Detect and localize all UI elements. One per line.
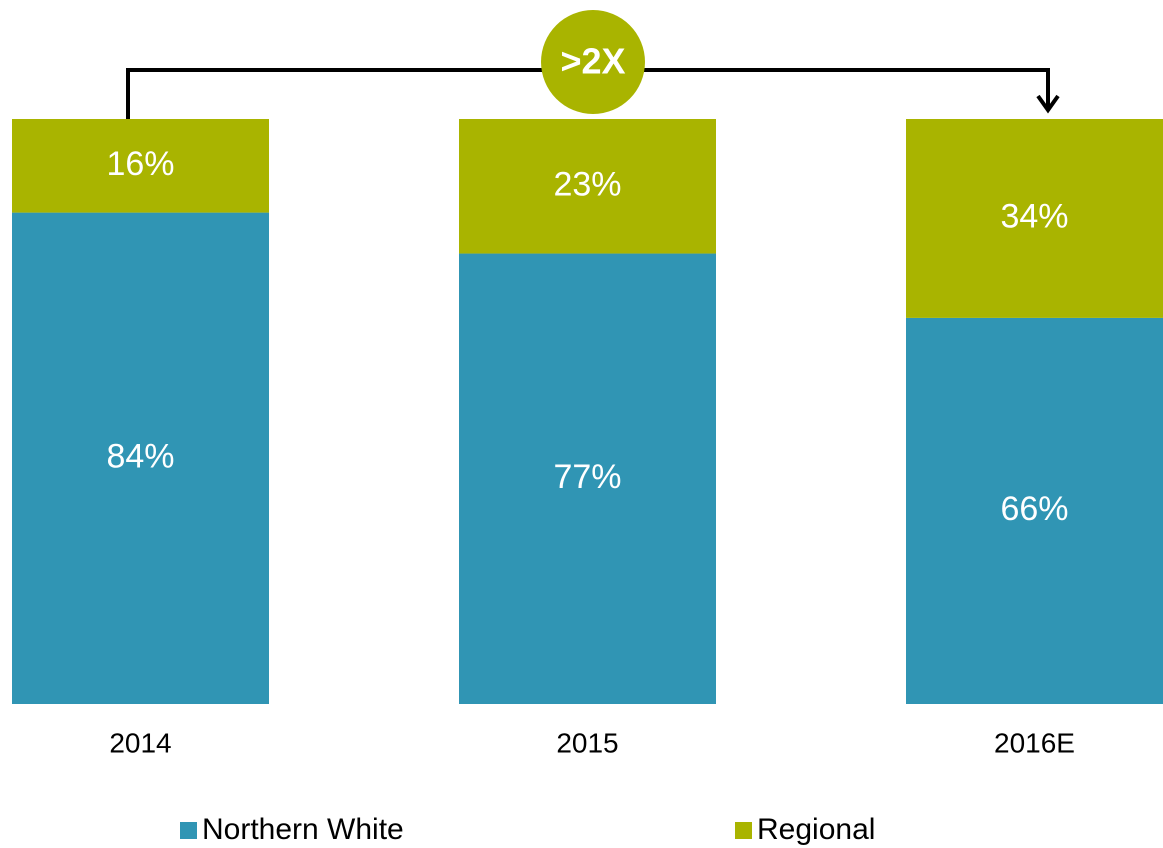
bar-segment (459, 253, 716, 705)
value-label: 34% (1000, 197, 1068, 235)
growth-arrow: >2X (126, 10, 1060, 119)
annotation-badge (541, 10, 645, 114)
value-label: 77% (553, 458, 621, 496)
value-label: 66% (1000, 490, 1068, 528)
bar-segment (12, 212, 269, 704)
value-label: 16% (106, 145, 174, 183)
legend-label: Northern White (202, 813, 404, 846)
x-tick-label: 2015 (556, 727, 618, 758)
arrow-head (1036, 94, 1060, 114)
legend-swatch (180, 822, 197, 839)
x-tick-label: 2014 (109, 727, 171, 758)
legend-swatch (735, 822, 752, 839)
legend-label: Regional (757, 813, 875, 846)
value-label: 84% (106, 437, 174, 475)
x-tick-label: 2016E (994, 727, 1075, 758)
bar-segment (459, 119, 716, 254)
annotation: >2X (560, 41, 625, 82)
value-label: 23% (553, 165, 621, 203)
bar-segment (906, 119, 1163, 318)
bar-segment (12, 119, 269, 213)
bar-segment (906, 317, 1163, 704)
